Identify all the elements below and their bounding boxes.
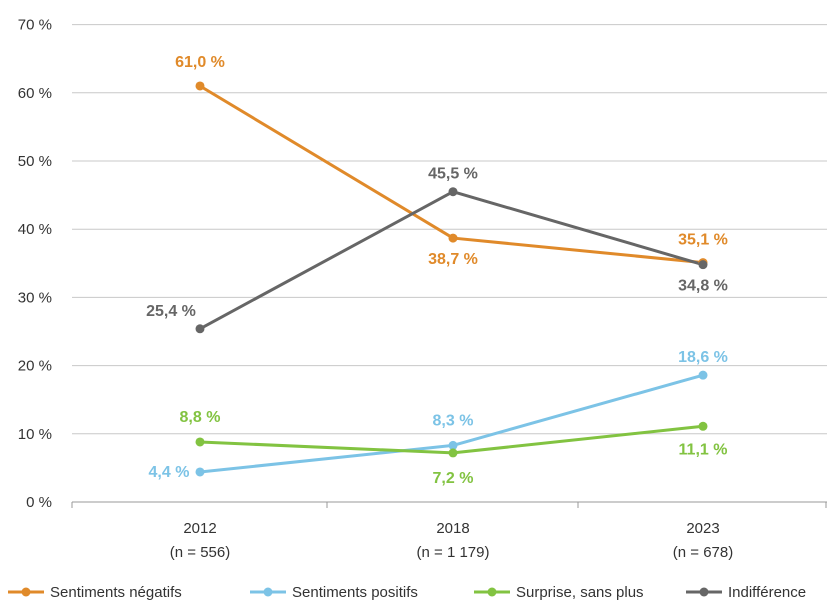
legend-label: Sentiments négatifs [50, 584, 182, 601]
x-tick-label: 2023 [686, 520, 719, 537]
data-point [448, 187, 458, 197]
legend-label: Indifférence [728, 584, 806, 601]
x-tick-sublabel: (n = 1 179) [417, 544, 490, 561]
y-tick-label: 60 % [18, 85, 52, 102]
legend-label: Surprise, sans plus [516, 584, 644, 601]
data-point [448, 440, 458, 450]
data-label: 61,0 % [175, 54, 225, 71]
data-label: 35,1 % [678, 232, 728, 249]
data-label: 25,4 % [146, 303, 196, 320]
data-point [448, 233, 458, 243]
x-tick-label: 2018 [436, 520, 469, 537]
y-axis: 0 % 10 % 20 % 30 % 40 % 50 % 60 % 70 % [18, 17, 52, 511]
data-point [698, 370, 708, 380]
data-label: 38,7 % [428, 251, 478, 268]
data-label: 8,8 % [180, 409, 221, 426]
data-point [195, 437, 205, 447]
data-point [448, 448, 458, 458]
data-point [195, 324, 205, 334]
data-label: 45,5 % [428, 166, 478, 183]
data-label: 8,3 % [433, 412, 474, 429]
legend-marker [487, 587, 497, 597]
data-point [698, 260, 708, 270]
data-label: 18,6 % [678, 349, 728, 366]
x-tick-sublabel: (n = 556) [170, 544, 230, 561]
data-point [195, 81, 205, 91]
legend-item: Sentiments négatifs [8, 584, 182, 601]
y-tick-label: 10 % [18, 426, 52, 443]
legend-marker [263, 587, 273, 597]
y-tick-label: 20 % [18, 358, 52, 375]
x-axis: 2012 (n = 556) 2018 (n = 1 179) 2023 (n = 678… [170, 520, 733, 561]
data-label: 7,2 % [433, 470, 474, 487]
y-tick-label: 40 % [18, 221, 52, 238]
legend: Sentiments négatifs Sentiments positifs Su… [8, 584, 806, 601]
data-label: 4,4 % [149, 464, 190, 481]
legend-label: Sentiments positifs [292, 584, 418, 601]
data-point [698, 421, 708, 431]
legend-marker [699, 587, 709, 597]
legend-item: Sentiments positifs [250, 584, 418, 601]
gridlines [71, 24, 827, 508]
y-tick-label: 50 % [18, 153, 52, 170]
y-tick-label: 30 % [18, 289, 52, 306]
legend-marker [21, 587, 31, 597]
series-points: 61,0 % 38,7 % 35,1 % 4,4 % 8,3 % 18,6 % 8,8 % 7… [146, 54, 728, 487]
x-tick-sublabel: (n = 678) [673, 544, 733, 561]
y-tick-label: 70 % [18, 17, 52, 34]
data-label: 34,8 % [678, 278, 728, 295]
y-tick-label: 0 % [26, 494, 52, 511]
x-tick-label: 2012 [183, 520, 216, 537]
data-point [195, 467, 205, 477]
legend-item: Surprise, sans plus [474, 584, 644, 601]
data-label: 11,1 % [679, 441, 728, 458]
legend-item: Indifférence [686, 584, 806, 601]
